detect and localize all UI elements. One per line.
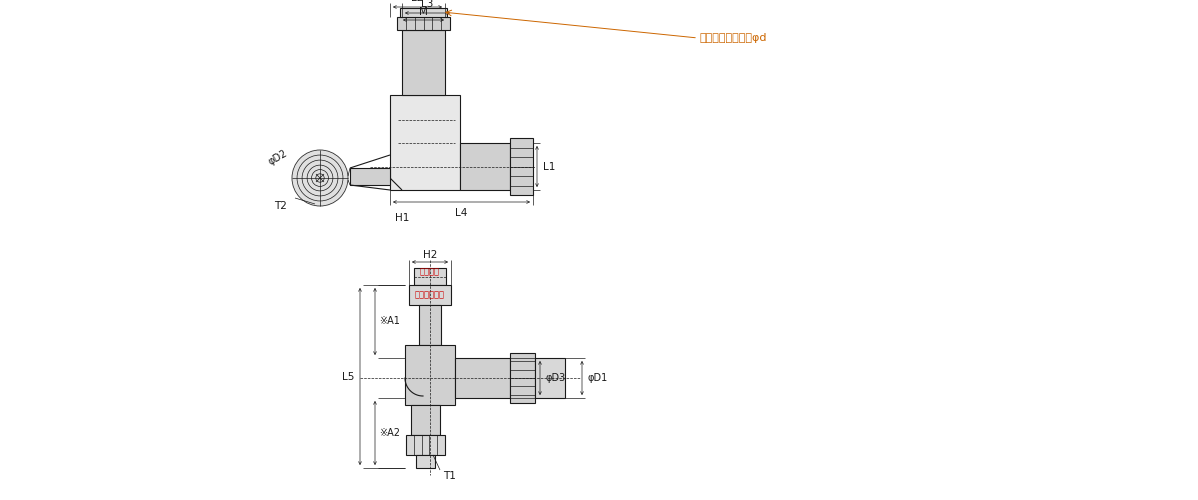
- Bar: [510, 353, 536, 403]
- Bar: [455, 358, 510, 398]
- Bar: [405, 345, 455, 405]
- Text: ※A2: ※A2: [379, 428, 400, 438]
- Bar: [409, 285, 450, 305]
- Text: L1: L1: [543, 162, 556, 172]
- Bar: [411, 405, 440, 435]
- Text: H1: H1: [395, 213, 410, 223]
- Bar: [350, 168, 391, 185]
- Text: 六角対辺: 六角対辺: [420, 268, 440, 276]
- Text: φD3: φD3: [546, 373, 567, 383]
- Bar: [403, 30, 444, 95]
- Bar: [419, 305, 441, 345]
- Circle shape: [292, 150, 347, 206]
- Text: L4: L4: [455, 208, 467, 218]
- Bar: [460, 143, 510, 190]
- Text: L2: L2: [411, 0, 424, 3]
- Text: φD2: φD2: [266, 148, 289, 168]
- Text: ※A1: ※A1: [379, 316, 400, 326]
- Text: φD1: φD1: [588, 373, 609, 383]
- Text: L5: L5: [341, 372, 353, 382]
- Bar: [510, 138, 533, 195]
- Text: L3: L3: [422, 0, 434, 9]
- Text: H2: H2: [423, 250, 437, 260]
- Text: T1: T1: [443, 471, 456, 481]
- Bar: [397, 17, 450, 30]
- Text: M: M: [419, 7, 428, 17]
- Text: （六角対辺）: （六角対辺）: [415, 290, 444, 300]
- Bar: [391, 95, 460, 190]
- Text: 適用チューブ外径φd: 適用チューブ外径φd: [700, 33, 768, 43]
- Bar: [406, 435, 444, 455]
- Bar: [416, 455, 435, 468]
- Bar: [400, 8, 447, 17]
- Bar: [536, 358, 565, 398]
- Text: T2: T2: [274, 201, 288, 211]
- Bar: [415, 268, 446, 285]
